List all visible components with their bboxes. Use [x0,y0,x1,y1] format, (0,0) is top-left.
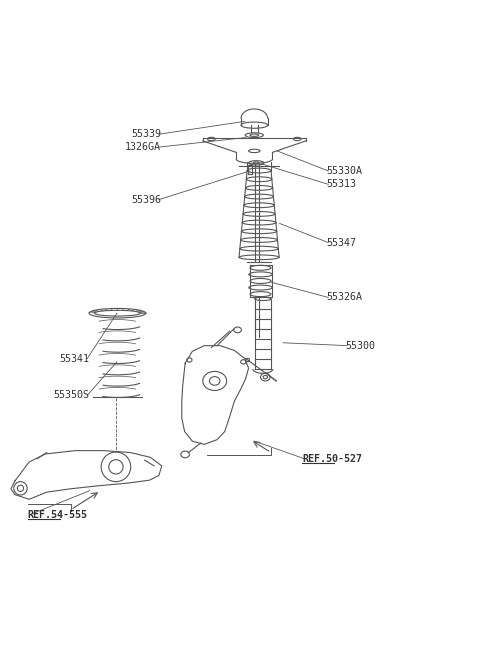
Text: REF.54-555: REF.54-555 [28,510,88,519]
Text: 55341: 55341 [60,354,90,364]
Bar [248,165,252,174]
Text: 55347: 55347 [326,238,356,248]
Text: 55396: 55396 [131,195,161,204]
Text: REF.50-527: REF.50-527 [302,454,362,464]
Text: 55313: 55313 [326,179,356,189]
Text: 1326GA: 1326GA [125,142,161,152]
Text: 55300: 55300 [345,341,375,350]
Text: 55330A: 55330A [326,166,362,176]
Text: 55339: 55339 [131,129,161,140]
Text: 55350S: 55350S [54,390,90,400]
Text: 55326A: 55326A [326,292,362,303]
